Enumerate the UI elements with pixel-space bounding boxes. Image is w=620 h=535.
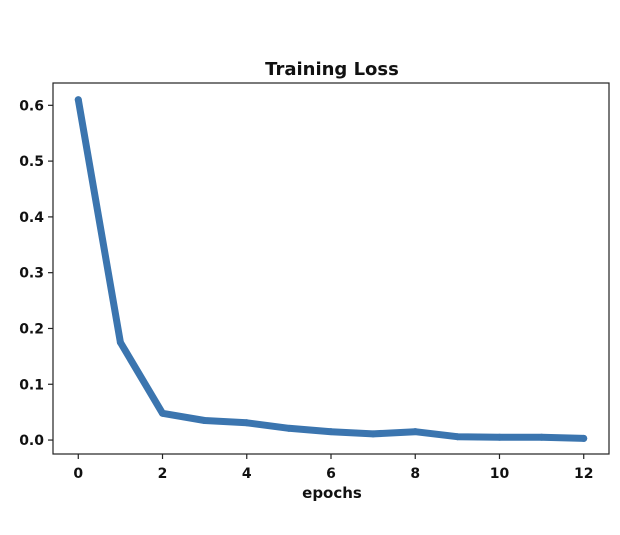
- x-axis-label: epochs: [302, 484, 362, 502]
- x-axis: 0 2 4 6 8 10 12: [73, 454, 593, 482]
- loss-point: [74, 96, 82, 104]
- loss-line: [74, 96, 588, 442]
- loss-point: [116, 338, 124, 346]
- x-tick-label: 8: [410, 466, 420, 482]
- loss-point: [369, 430, 377, 438]
- y-tick-label: 0.3: [19, 266, 44, 282]
- loss-point: [159, 409, 167, 417]
- y-axis: 0.0 0.1 0.2 0.3 0.4 0.5 0.6: [19, 98, 53, 449]
- x-tick-label: 4: [242, 466, 252, 482]
- x-tick-label: 0: [73, 466, 83, 482]
- loss-point: [411, 428, 419, 436]
- loss-point: [580, 434, 588, 442]
- x-tick-label: 2: [158, 466, 168, 482]
- x-tick-label: 12: [574, 466, 593, 482]
- y-tick-label: 0.4: [19, 210, 44, 226]
- plot-area: [52, 82, 610, 455]
- series-layer: [74, 96, 588, 442]
- chart-title: Training Loss: [265, 59, 399, 80]
- y-tick-label: 0.6: [19, 98, 44, 114]
- loss-point: [201, 417, 209, 425]
- loss-point: [495, 433, 503, 441]
- y-tick-label: 0.1: [19, 377, 44, 393]
- y-tick-label: 0.5: [19, 154, 44, 170]
- loss-point: [327, 428, 335, 436]
- x-tick-label: 6: [326, 466, 336, 482]
- loss-point: [538, 433, 546, 441]
- loss-point: [285, 424, 293, 432]
- x-tick-label: 10: [490, 466, 510, 482]
- loss-point: [453, 433, 461, 441]
- y-tick-label: 0.0: [19, 433, 44, 449]
- y-tick-label: 0.2: [19, 321, 44, 337]
- loss-point: [243, 419, 251, 427]
